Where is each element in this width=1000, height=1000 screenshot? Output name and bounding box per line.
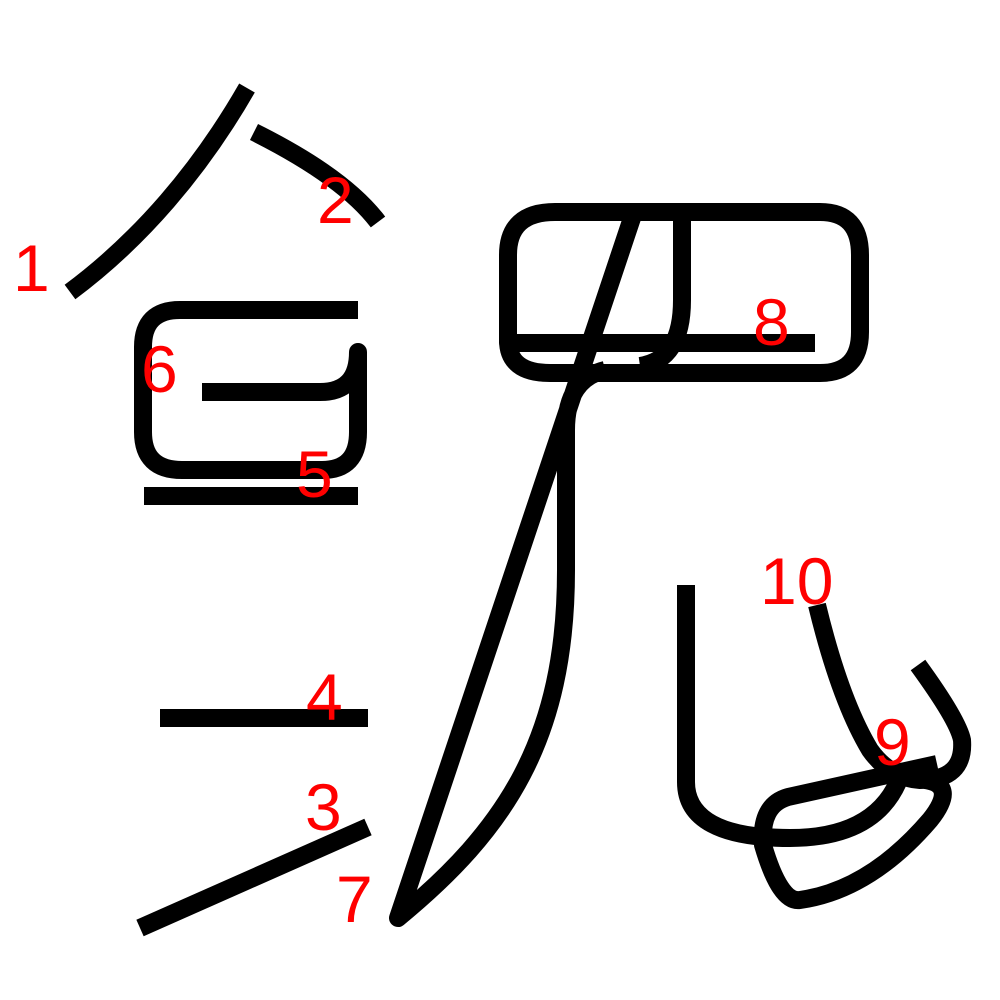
- stroke-number-label: 3: [305, 770, 342, 844]
- stroke-6: [134, 301, 367, 479]
- stroke-number-label: 6: [141, 332, 178, 406]
- stroke-9: [677, 585, 952, 910]
- stroke-number-label: 7: [336, 862, 373, 936]
- stroke-7: [389, 215, 641, 927]
- stroke-layer: [64, 83, 972, 937]
- stroke-10: [808, 602, 972, 789]
- stroke-number-label: 10: [760, 544, 833, 618]
- stroke-1: [64, 83, 255, 300]
- stroke-number-label: 5: [296, 437, 333, 511]
- stroke-8: [499, 203, 869, 382]
- stroke-3: [136, 818, 372, 937]
- stroke-2: [249, 123, 386, 228]
- stroke-number-label: 4: [306, 660, 343, 734]
- stroke-number-label: 8: [753, 285, 790, 359]
- stroke-number-labels: 1 2 3 4 5 6 7 8 9 10: [13, 163, 911, 936]
- stroke-number-label: 9: [874, 705, 911, 779]
- stroke-number-label: 1: [13, 231, 50, 305]
- stroke-number-label: 2: [317, 163, 354, 237]
